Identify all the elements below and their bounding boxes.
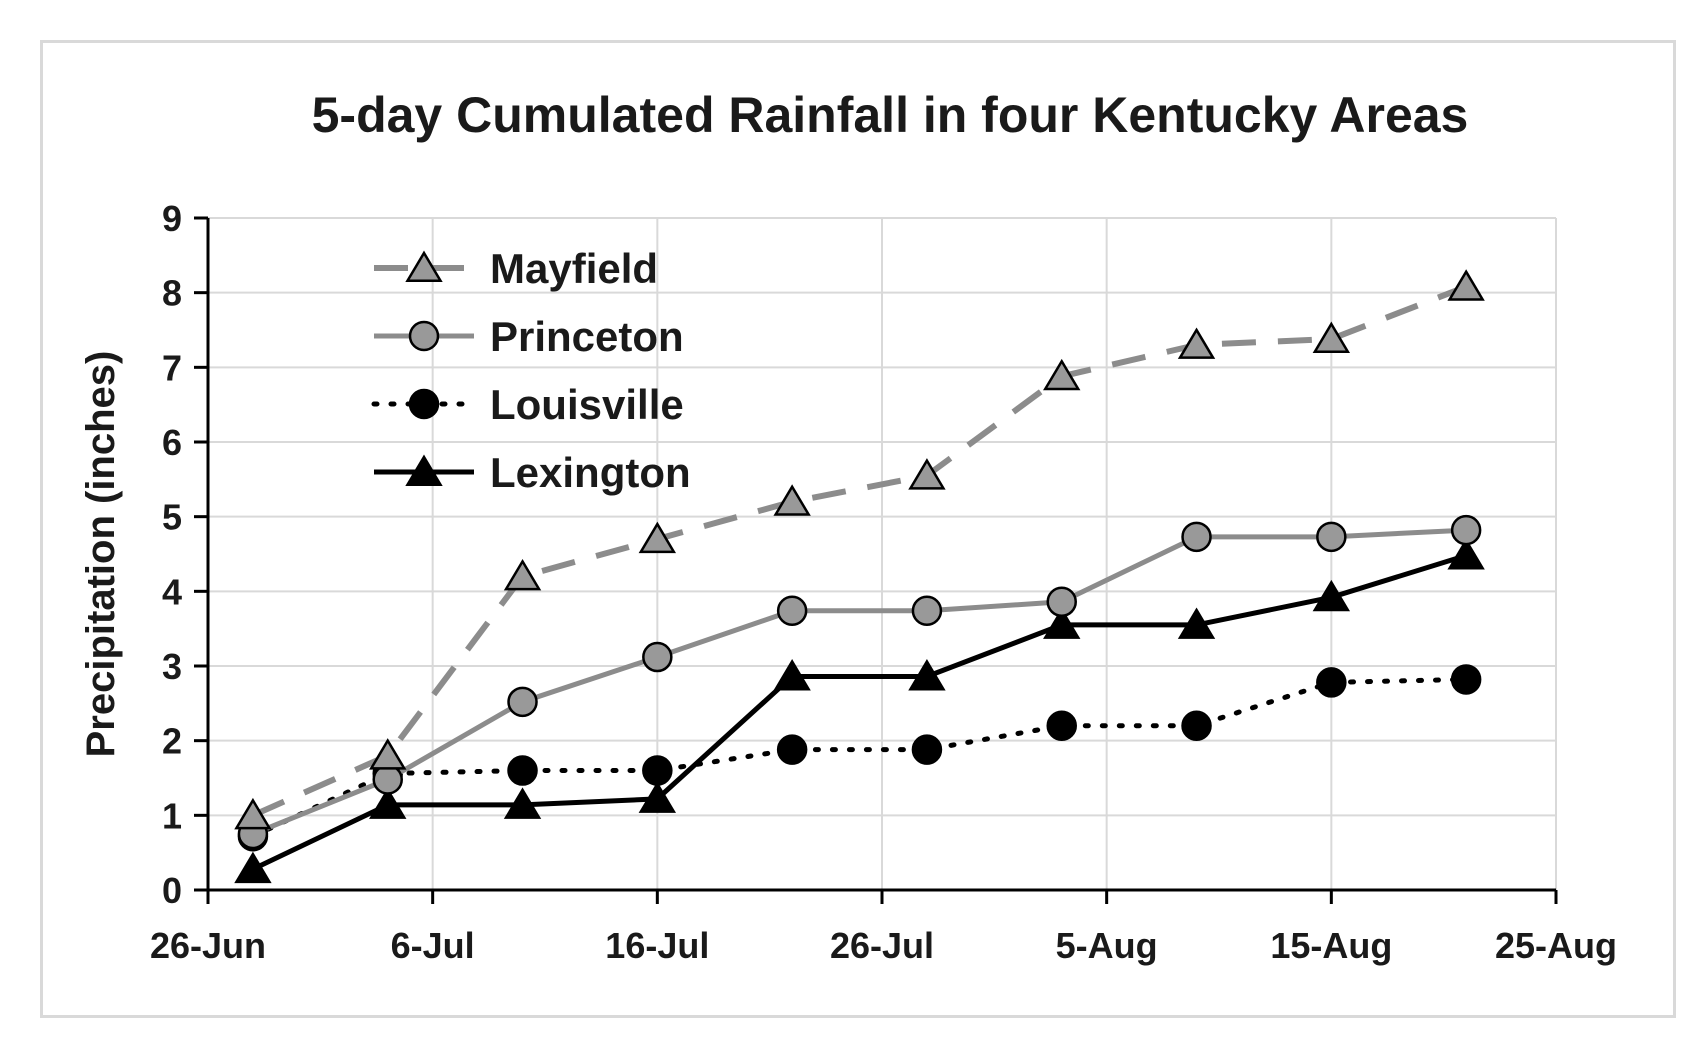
data-point-lexington [1447,538,1485,570]
y-axis-label: Precipitation (inches) [79,351,123,758]
x-tick-label: 16-Jul [605,925,709,966]
grid-lines [208,217,1557,890]
chart-title: 5-day Cumulated Rainfall in four Kentuck… [312,87,1469,143]
data-point-princeton [1181,521,1212,553]
data-point-lexington [908,659,946,691]
data-point-lexington [503,787,542,819]
legend-item-lexington: Lexington [374,449,691,496]
data-point-mayfield [638,521,677,554]
legend-marker-lexington [405,454,443,486]
data-point-princeton [372,764,403,795]
legend-label-louisville: Louisville [490,381,684,428]
series-line-mayfield [251,283,1468,819]
data-point-mayfield [1312,321,1351,353]
series-lexington [234,538,1485,884]
data-point-mayfield [1177,327,1216,359]
x-tick-label: 15-Aug [1270,925,1392,966]
data-point-louisville [507,755,538,786]
y-tick-label: 6 [162,422,182,463]
legend-label-lexington: Lexington [490,449,691,496]
chart-frame [40,40,1676,1018]
y-tick-label: 0 [162,870,182,911]
data-point-louisville [911,734,943,765]
legend-marker-mayfield [405,250,443,282]
data-point-princeton [1046,586,1077,618]
data-point-louisville [1181,710,1212,741]
data-point-princeton [1316,521,1347,553]
y-tick-label: 1 [162,795,182,836]
legend-item-princeton: Princeton [374,313,684,360]
series-mayfield [234,269,1485,830]
data-point-lexington [638,781,677,813]
y-tick-label: 2 [162,721,182,762]
tick-labels: 0 1 2 3 4 5 6 7 8 9 26-Jun 6-Jul 16-Jul 26-Jul 5-Aug 15… [150,198,1617,966]
data-point-mayfield [773,484,811,516]
data-point-mayfield [503,558,542,591]
x-tick-label: 6-Jul [391,925,475,966]
data-point-mayfield [908,458,946,490]
x-tick-label: 25-Aug [1495,925,1617,966]
data-point-lexington [1312,579,1351,612]
legend-label-mayfield: Mayfield [490,245,658,292]
y-tick-label: 9 [162,198,182,239]
legend-marker-louisville [408,388,440,420]
series-line-lexington [251,553,1467,872]
legend-item-louisville: Louisville [371,381,684,428]
y-tick-label: 5 [162,497,182,538]
data-point-lexington [369,787,407,819]
data-point-louisville [1046,710,1077,741]
series-group [234,269,1485,884]
legend: Mayfield Princeton Louisville Lexington [371,245,691,496]
data-point-louisville [642,755,673,786]
data-point-mayfield [1447,269,1485,301]
y-tick-label: 4 [162,571,182,612]
series-line-louisville [250,676,1469,839]
data-point-princeton [507,686,538,718]
series-line-princeton [251,527,1467,837]
data-point-mayfield [369,738,407,770]
y-tick-label: 7 [162,347,182,388]
data-point-lexington [1043,607,1081,639]
axes [194,216,1558,904]
y-tick-label: 8 [162,273,182,314]
data-point-princeton [911,595,943,626]
data-point-mayfield [1043,358,1081,391]
data-point-princeton [642,641,673,673]
data-point-princeton [776,595,808,626]
x-tick-label: 26-Jul [830,925,934,966]
y-tick-label: 3 [162,646,182,687]
data-point-louisville [1450,664,1482,695]
data-point-princeton [1450,514,1482,546]
data-point-mayfield [234,797,272,830]
legend-item-mayfield: Mayfield [374,245,658,292]
data-point-lexington [773,659,811,691]
legend-label-princeton: Princeton [490,313,684,360]
legend-marker-princeton [408,320,440,352]
data-point-louisville [776,734,808,765]
x-tick-label: 26-Jun [150,925,266,966]
data-point-lexington [234,851,272,884]
data-point-lexington [1177,607,1216,639]
x-tick-label: 5-Aug [1056,925,1158,966]
data-point-louisville [1316,667,1347,698]
series-princeton [237,514,1482,850]
